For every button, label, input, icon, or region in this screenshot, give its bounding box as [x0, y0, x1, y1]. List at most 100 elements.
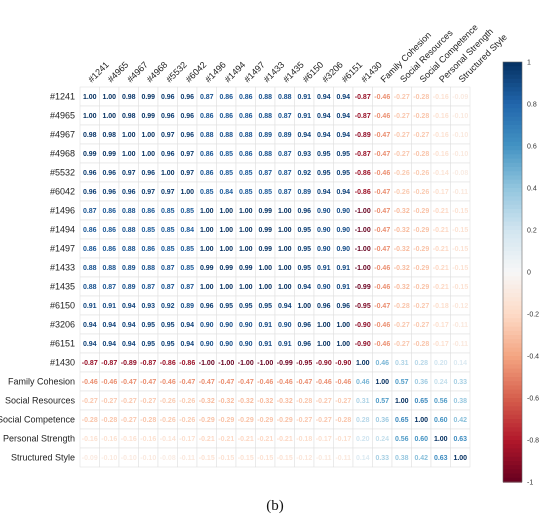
cell-value-label: -0.21 — [433, 246, 449, 253]
cell-value-label: -1.00 — [199, 360, 215, 367]
cell-value-label: 0.96 — [180, 113, 194, 120]
cell-value-label: 0.85 — [219, 151, 233, 158]
cell-value-label: 0.96 — [180, 132, 194, 139]
cell-value-label: 0.99 — [258, 227, 272, 234]
cell-value-label: 0.94 — [180, 341, 194, 348]
cell-value-label: 0.95 — [297, 246, 311, 253]
cell-value-label: -0.46 — [277, 379, 293, 386]
cell-value-label: -0.15 — [199, 455, 215, 462]
cell-value-label: -0.47 — [179, 379, 195, 386]
row-label: Personal Strength — [3, 434, 75, 444]
colorbar-segment — [503, 444, 522, 449]
colorbar-segment — [503, 309, 522, 315]
cell-value-label: 0.95 — [161, 341, 175, 348]
colorbar-segment — [503, 83, 522, 88]
cell-value-label: -0.27 — [101, 398, 117, 405]
cell-value-label: 1.00 — [278, 208, 292, 215]
cell-value-label: 1.00 — [434, 436, 448, 443]
cell-value-label: -0.21 — [277, 436, 293, 443]
colorbar-segment — [503, 125, 522, 130]
cell-value-label: 1.00 — [297, 303, 311, 310]
cell-value-label: -0.10 — [452, 132, 468, 139]
cell-value-label: 0.92 — [297, 170, 311, 177]
cell-value-label: -0.21 — [433, 265, 449, 272]
cell-value-label: 0.86 — [239, 113, 253, 120]
cell-value-label: -0.17 — [335, 436, 351, 443]
cell-value-label: 0.97 — [161, 189, 175, 196]
colorbar-segment — [503, 129, 522, 134]
cell-value-label: 0.20 — [356, 436, 370, 443]
cell-value-label: -0.87 — [355, 151, 371, 158]
colorbar: 1 0.8 0.6 0.4 0.2 0 -0.2 -0.4 -0.6 -0.8 -1 — [502, 60, 539, 487]
cell-value-label: -0.86 — [355, 189, 371, 196]
cell-value-label: -0.17 — [179, 436, 195, 443]
cell-value-label: -0.32 — [257, 398, 273, 405]
cell-value-label: 0.28 — [356, 417, 370, 424]
cell-value-label: 0.99 — [83, 151, 97, 158]
colorbar-border — [502, 61, 523, 483]
cell-value-label: 0.91 — [297, 94, 311, 101]
cell-value-label: -0.10 — [452, 151, 468, 158]
cell-value-label: -0.29 — [413, 246, 429, 253]
row-label: #1497 — [50, 244, 75, 254]
cell-value-label: 0.94 — [336, 132, 350, 139]
colorbar-segment — [503, 217, 522, 223]
cell-value-label: 0.86 — [141, 208, 155, 215]
heatmap-cells: 1.00 1.00 0.98 0.99 0.96 0.96 0.87 0.86 0.86 0.88… — [79, 86, 471, 468]
colorbar-tick-label: -0.2 — [527, 312, 539, 319]
cell-value-label: -0.28 — [101, 417, 117, 424]
cell-value-label: 0.38 — [453, 398, 467, 405]
colorbar-segment — [503, 452, 522, 458]
column-label: #6150 — [301, 60, 326, 85]
cell-value-label: 0.95 — [239, 303, 253, 310]
cell-value-label: 1.00 — [414, 417, 428, 424]
cell-value-label: 0.96 — [161, 151, 175, 158]
colorbar-segment — [503, 465, 522, 470]
cell-value-label: 0.94 — [336, 189, 350, 196]
cell-value-label: -0.46 — [374, 322, 390, 329]
cell-value-label: -0.32 — [394, 246, 410, 253]
cell-value-label: 0.87 — [141, 284, 155, 291]
colorbar-segment — [503, 251, 522, 256]
cell-value-label: 0.33 — [375, 455, 389, 462]
cell-value-label: -0.47 — [374, 227, 390, 234]
cell-value-label: 1.00 — [278, 284, 292, 291]
cell-value-label: -0.47 — [218, 379, 234, 386]
cell-value-label: 0.94 — [297, 132, 311, 139]
colorbar-segment — [503, 238, 522, 244]
colorbar-segment — [503, 108, 522, 113]
colorbar-segment — [503, 200, 522, 206]
cell-value-label: -0.29 — [413, 227, 429, 234]
cell-value-label: 0.85 — [239, 170, 253, 177]
cell-value-label: 0.99 — [258, 246, 272, 253]
cell-value-label: -0.86 — [160, 360, 176, 367]
colorbar-segment — [503, 246, 522, 252]
cell-value-label: -0.15 — [257, 455, 273, 462]
colorbar-segment — [503, 293, 522, 298]
cell-value-label: 0.86 — [83, 227, 97, 234]
colorbar-segment — [503, 183, 522, 189]
cell-value-label: 0.90 — [317, 284, 331, 291]
cell-value-label: 0.94 — [102, 322, 116, 329]
cell-value-label: 0.86 — [239, 151, 253, 158]
cell-value-label: -0.16 — [121, 436, 137, 443]
cell-value-label: 0.85 — [161, 208, 175, 215]
colorbar-segment — [503, 343, 522, 349]
cell-value-label: -0.08 — [160, 455, 176, 462]
cell-value-label: 0.31 — [395, 360, 409, 367]
colorbar-segment — [503, 435, 522, 441]
cell-value-label: -0.46 — [316, 379, 332, 386]
colorbar-segment — [503, 297, 522, 302]
cell-value-label: -0.18 — [296, 436, 312, 443]
cell-value-label: 0.99 — [200, 265, 214, 272]
cell-value-label: -0.47 — [238, 379, 254, 386]
row-label: Family Cohesion — [8, 377, 75, 387]
colorbar-segment — [503, 427, 522, 433]
cell-value-label: 0.95 — [336, 151, 350, 158]
cell-value-label: 0.87 — [278, 170, 292, 177]
colorbar-segment — [503, 221, 522, 227]
cell-value-label: 0.90 — [200, 341, 214, 348]
colorbar-segment — [503, 230, 522, 235]
cell-value-label: -0.26 — [160, 398, 176, 405]
colorbar-segment — [503, 368, 522, 374]
